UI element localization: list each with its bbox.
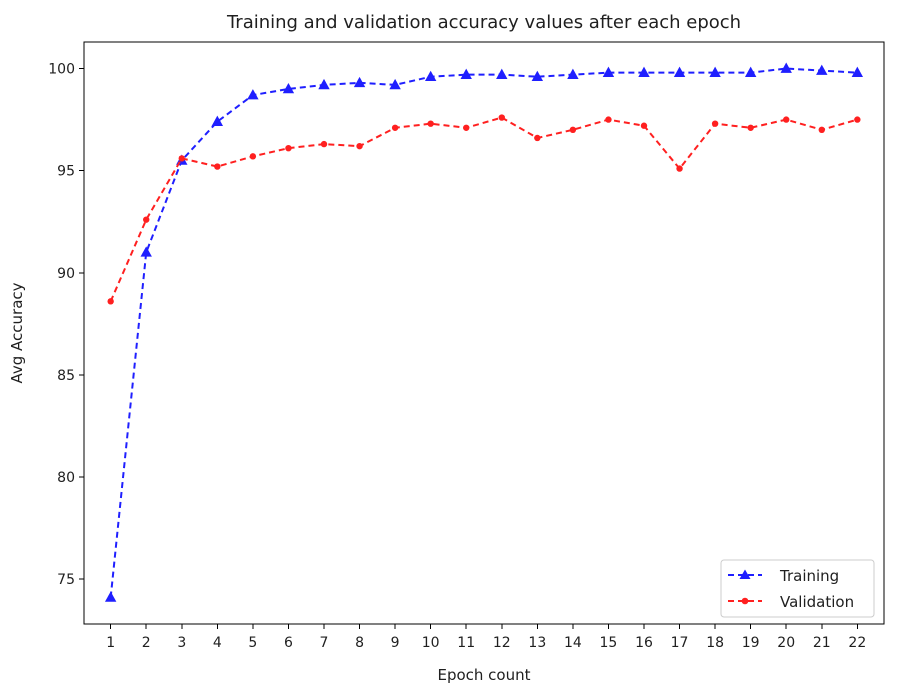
x-tick-label-17: 18 — [706, 635, 724, 651]
training-point-19 — [744, 66, 757, 77]
validation-point-9 — [391, 124, 399, 131]
training-point-18 — [709, 66, 721, 77]
x-tick-label-3: 4 — [213, 635, 222, 651]
validation-point-2 — [143, 216, 150, 223]
training-point-15 — [602, 66, 615, 77]
x-tick-label-8: 9 — [391, 635, 400, 651]
training-series-line — [109, 67, 858, 598]
training-point-5 — [247, 89, 259, 100]
validation-point-15 — [605, 116, 612, 123]
validation-point-16 — [640, 122, 648, 129]
validation-point-21 — [818, 126, 825, 134]
validation-point-7 — [320, 140, 328, 148]
validation-point-13 — [534, 134, 541, 142]
validation-point-19 — [747, 124, 754, 131]
validation-point-5 — [249, 153, 257, 160]
x-axis-label: Epoch count — [437, 666, 530, 684]
training-point-2 — [140, 246, 152, 257]
y-tick-label-3: 90 — [57, 266, 75, 282]
training-point-10 — [424, 70, 437, 82]
x-tick-label-13: 14 — [564, 635, 582, 651]
validation-point-1 — [107, 298, 114, 305]
y-tick-label-1: 80 — [57, 470, 75, 486]
plot-frame — [83, 41, 885, 625]
validation-point-22 — [854, 116, 861, 123]
legend-validation-label: Validation — [780, 593, 854, 611]
chart-title: Training and validation accuracy values … — [226, 12, 741, 33]
y-tick-label-0: 75 — [57, 572, 75, 588]
validation-point-11 — [463, 124, 470, 131]
x-tick-label-11: 12 — [493, 635, 511, 651]
training-point-17 — [673, 66, 686, 77]
x-tick-label-12: 13 — [528, 635, 546, 651]
legend: Training Validation — [720, 559, 875, 618]
x-tick-label-0: 1 — [106, 635, 115, 651]
training-point-11 — [460, 68, 472, 79]
validation-point-12 — [498, 114, 505, 121]
y-tick-label-5: 100 — [48, 62, 75, 78]
legend-validation-marker — [741, 597, 749, 605]
x-tick-label-18: 19 — [742, 635, 760, 651]
y-tick-label-4: 95 — [57, 164, 75, 180]
x-tick-label-15: 16 — [635, 635, 653, 651]
x-tick-label-7: 8 — [355, 635, 364, 651]
training-point-13 — [531, 70, 544, 82]
x-tick-label-2: 3 — [177, 635, 186, 651]
training-point-22 — [851, 66, 864, 77]
validation-point-20 — [783, 116, 790, 123]
x-tick-label-16: 17 — [671, 635, 689, 651]
training-point-1 — [104, 591, 117, 602]
training-point-14 — [567, 68, 579, 79]
x-tick-label-19: 20 — [777, 635, 795, 651]
training-point-8 — [353, 76, 366, 88]
training-point-12 — [496, 68, 508, 79]
validation-point-17 — [676, 165, 683, 172]
y-tick-label-2: 85 — [57, 368, 75, 384]
x-tick-label-5: 6 — [284, 635, 293, 651]
x-tick-label-14: 15 — [600, 635, 618, 651]
validation-point-8 — [356, 142, 363, 150]
x-tick-label-4: 5 — [248, 635, 257, 651]
validation-point-3 — [178, 155, 185, 162]
validation-point-4 — [214, 163, 221, 170]
training-point-21 — [816, 64, 828, 75]
training-point-16 — [638, 66, 650, 77]
x-axis-ticks: 1 2 3 4 5 6 7 8 9 10 11 12 13 14 15 16 17 18 19 20 21 22 — [106, 624, 866, 651]
training-point-9 — [389, 78, 401, 90]
validation-point-18 — [711, 120, 719, 127]
validation-point-14 — [569, 126, 577, 134]
legend-training-marker — [739, 569, 751, 579]
y-axis-ticks: 75 80 85 90 95 100 — [48, 62, 84, 588]
x-tick-label-1: 2 — [142, 635, 151, 651]
validation-point-10 — [427, 120, 434, 127]
x-tick-label-21: 22 — [848, 635, 866, 651]
legend-training-label: Training — [779, 567, 839, 585]
training-point-7 — [318, 78, 330, 90]
training-point-20 — [780, 62, 792, 73]
y-axis-label: Avg Accuracy — [8, 282, 26, 383]
series-layer — [104, 62, 864, 602]
x-tick-label-6: 7 — [320, 635, 329, 651]
training-point-6 — [282, 82, 295, 94]
validation-series-line — [109, 116, 858, 302]
x-tick-label-9: 10 — [422, 635, 440, 651]
x-tick-label-20: 21 — [813, 635, 831, 651]
x-tick-label-10: 11 — [457, 635, 475, 651]
training-point-4 — [211, 115, 224, 126]
validation-point-6 — [285, 144, 292, 152]
